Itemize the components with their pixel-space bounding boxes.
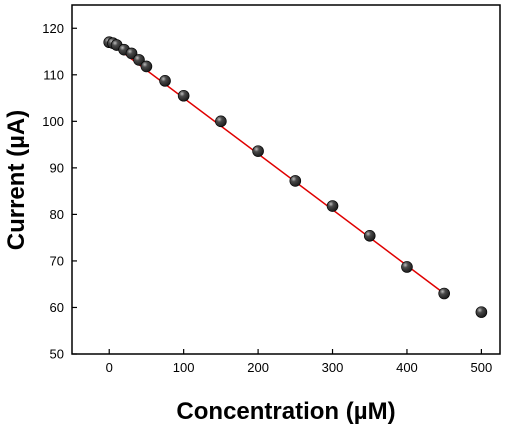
y-tick-label: 80 <box>50 207 64 222</box>
y-tick-label: 100 <box>42 114 64 129</box>
x-tick-label: 0 <box>106 360 113 375</box>
y-tick-label: 110 <box>43 67 64 82</box>
data-point <box>125 47 138 60</box>
data-points <box>103 36 488 318</box>
x-tick-label: 100 <box>173 360 195 375</box>
y-tick-label: 70 <box>50 253 64 268</box>
data-point <box>159 75 171 87</box>
data-point <box>177 89 190 102</box>
y-tick-label: 60 <box>50 300 64 315</box>
data-point <box>140 60 153 73</box>
data-point <box>289 175 302 187</box>
data-point <box>475 306 488 318</box>
x-axis-title: Concentration (µM) <box>176 398 395 425</box>
y-tick-label: 120 <box>42 21 64 36</box>
x-tick-label: 400 <box>396 360 418 375</box>
y-axis-title: Current (µA) <box>3 110 30 250</box>
data-point <box>326 200 339 212</box>
y-tick-label: 90 <box>50 160 64 175</box>
data-point <box>215 115 227 128</box>
data-point <box>363 230 376 242</box>
plot-frame <box>71 4 501 355</box>
tick-labels: 0 100 200 300 400 500 50 60 70 80 90 100 110 120 <box>42 21 492 375</box>
data-point <box>401 261 413 273</box>
data-point <box>252 145 264 157</box>
x-tick-label: 300 <box>322 360 344 375</box>
data-point <box>133 54 145 66</box>
data-point <box>438 287 450 300</box>
axis-ticks <box>72 27 482 355</box>
x-tick-label: 200 <box>247 360 269 375</box>
y-tick-label: 50 <box>50 347 64 362</box>
x-tick-label: 500 <box>471 360 493 375</box>
